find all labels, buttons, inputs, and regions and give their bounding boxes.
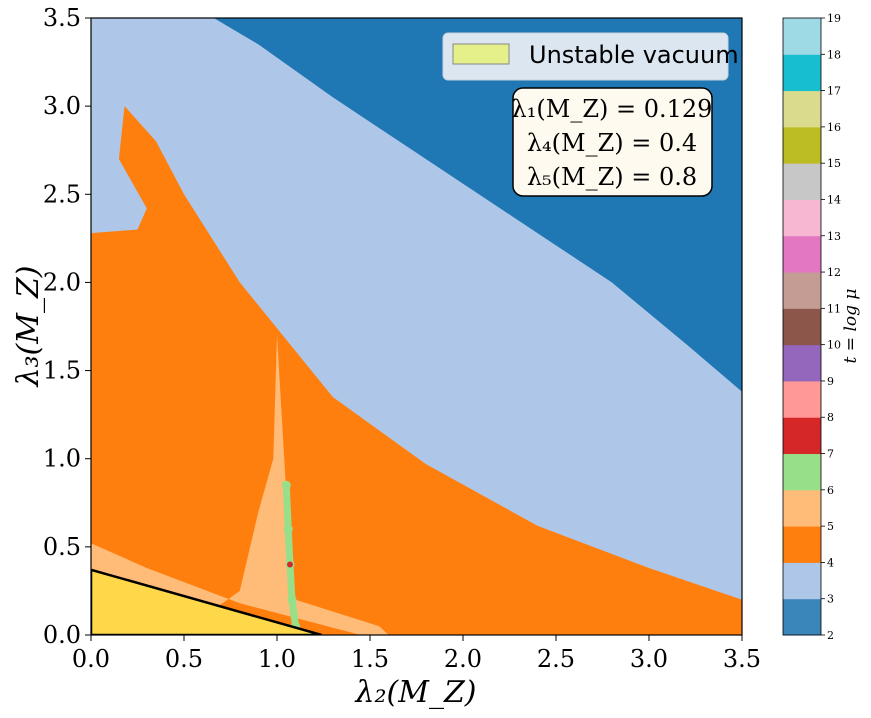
colorbar-frame bbox=[782, 17, 822, 636]
y-tick-label: 1.5 bbox=[43, 357, 81, 385]
y-axis: 0.0 0.5 1.0 1.5 2.0 2.5 3.0 3.5 bbox=[43, 4, 91, 649]
y-tick-label: 3.0 bbox=[43, 92, 81, 120]
y-axis-label: λ₃(M_Z) bbox=[11, 265, 46, 387]
region-t8-point bbox=[287, 561, 293, 568]
colorbar-segment bbox=[783, 562, 821, 600]
y-tick-label: 0.0 bbox=[43, 621, 81, 649]
colorbar-tick-label: 12 bbox=[827, 266, 841, 279]
annotation-lambda5: λ₅(M_Z) = 0.8 bbox=[527, 163, 697, 191]
colorbar-tick-label: 11 bbox=[827, 302, 841, 315]
colorbar-segment bbox=[783, 417, 821, 455]
colorbar-segment bbox=[783, 54, 821, 92]
colorbar-tick-label: 9 bbox=[827, 375, 834, 388]
plot-frame bbox=[90, 17, 743, 636]
x-tick-label: 2.5 bbox=[537, 645, 575, 673]
colorbar-tick-label: 14 bbox=[827, 193, 841, 206]
colorbar-tick-label: 2 bbox=[827, 629, 834, 642]
colorbar-segment bbox=[783, 199, 821, 237]
colorbar-tick-label: 16 bbox=[827, 121, 841, 134]
colorbar-tick-label: 5 bbox=[827, 520, 834, 533]
colorbar-segment bbox=[783, 18, 821, 55]
colorbar-tick-label: 19 bbox=[827, 12, 841, 25]
y-tick-label: 1.0 bbox=[43, 445, 81, 473]
y-tick-label: 2.5 bbox=[43, 180, 81, 208]
colorbar-segment bbox=[783, 272, 821, 309]
colorbar-tick-label: 3 bbox=[827, 593, 834, 606]
y-tick-label: 3.5 bbox=[43, 4, 81, 32]
colorbar-segment bbox=[783, 453, 821, 491]
unstable-vacuum-region bbox=[91, 568, 322, 635]
colorbar-segment bbox=[783, 344, 821, 382]
x-tick-label: 1.0 bbox=[258, 645, 296, 673]
colorbar-segment bbox=[783, 235, 821, 273]
colorbar-segment bbox=[783, 308, 821, 346]
annotation-lambda1: λ₁(M_Z) = 0.129 bbox=[512, 95, 713, 123]
colorbar-segment bbox=[783, 489, 821, 527]
x-axis-label: λ₂(M_Z) bbox=[354, 675, 476, 710]
colorbar-segment bbox=[783, 598, 821, 636]
legend-label-unstable-vacuum: Unstable vacuum bbox=[529, 41, 739, 69]
colorbar-segment bbox=[783, 90, 821, 128]
colorbar-segment bbox=[783, 163, 821, 200]
colorbar-segment bbox=[783, 380, 821, 418]
colorbar-segment bbox=[783, 126, 821, 164]
colorbar-tick-label: 4 bbox=[827, 556, 834, 569]
region-t5 bbox=[91, 106, 742, 635]
colorbar: 2 3 4 5 6 7 8 9 10 11 12 13 14 15 16 17 18 19 bbox=[783, 12, 841, 642]
annotation-lambda4: λ₄(M_Z) = 0.4 bbox=[527, 129, 697, 157]
parameter-annotation: λ₁(M_Z) = 0.129 λ₄(M_Z) = 0.4 λ₅(M_Z) = … bbox=[512, 87, 713, 197]
colorbar-label: t = log μ bbox=[841, 289, 861, 364]
x-tick-label: 3.0 bbox=[630, 645, 668, 673]
colorbar-tick-label: 6 bbox=[827, 484, 834, 497]
colorbar-segment bbox=[783, 526, 821, 563]
x-tick-label: 3.5 bbox=[723, 645, 761, 673]
legend: Unstable vacuum bbox=[442, 32, 739, 81]
legend-swatch-unstable-vacuum bbox=[452, 43, 510, 65]
colorbar-tick-label: 18 bbox=[827, 48, 841, 61]
colorbar-tick-label: 17 bbox=[827, 85, 841, 98]
colorbar-tick-label: 10 bbox=[827, 339, 841, 352]
colorbar-tick-label: 13 bbox=[827, 230, 841, 243]
y-tick-label: 2.0 bbox=[43, 268, 81, 296]
x-tick-label: 1.5 bbox=[351, 645, 389, 673]
colorbar-tick-label: 15 bbox=[827, 157, 841, 170]
x-tick-label: 0.5 bbox=[165, 645, 203, 673]
colorbar-tick-label: 8 bbox=[827, 411, 834, 424]
y-tick-label: 0.5 bbox=[43, 533, 81, 561]
x-tick-label: 0.0 bbox=[72, 645, 110, 673]
x-tick-label: 2.0 bbox=[444, 645, 482, 673]
x-axis: 0.0 0.5 1.0 1.5 2.0 2.5 3.0 3.5 bbox=[72, 635, 761, 673]
colorbar-tick-label: 7 bbox=[827, 448, 834, 461]
